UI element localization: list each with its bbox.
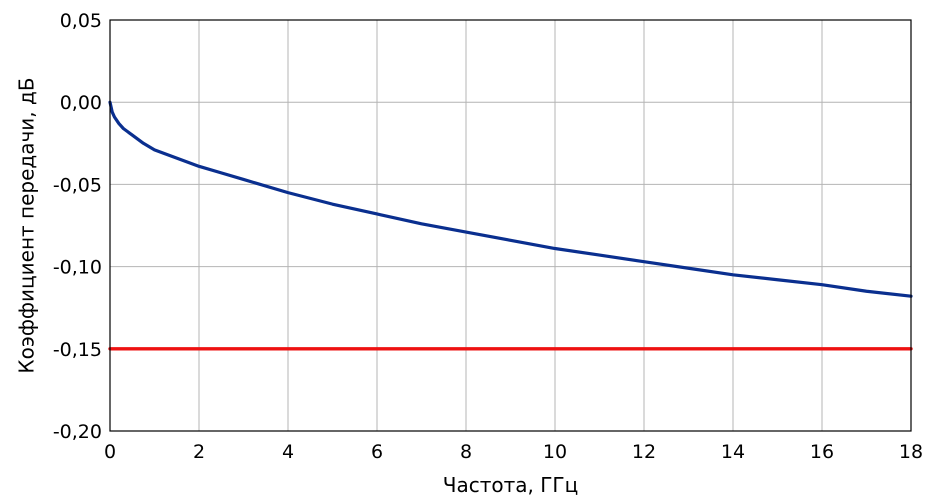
y-tick-label: 0,05 [60, 10, 102, 32]
y-tick-label: -0,05 [53, 174, 102, 196]
y-tick-label: -0,10 [53, 257, 102, 279]
plot-area-frame [109, 19, 912, 432]
series-layer [108, 100, 913, 351]
x-tick-label: 16 [810, 441, 834, 463]
y-tick-labels: 0,05 0,00 -0,05 -0,10 -0,15 -0,20 [53, 10, 102, 443]
x-tick-labels: 0 2 4 6 8 10 12 14 16 18 [104, 441, 923, 463]
x-axis-label: Частота, ГГц [443, 473, 578, 497]
y-tick-label: 0,00 [60, 92, 102, 114]
x-tick-label: 6 [371, 441, 383, 463]
x-tick-label: 4 [282, 441, 294, 463]
y-axis-label: Коэффициент передачи, дБ [15, 77, 39, 373]
x-tick-label: 14 [721, 441, 745, 463]
x-tick-label: 2 [193, 441, 205, 463]
x-tick-label: 10 [543, 441, 567, 463]
x-tick-label: 8 [460, 441, 472, 463]
series-line-transmission [108, 100, 913, 298]
x-tick-label: 12 [632, 441, 656, 463]
y-tick-label: -0,20 [53, 421, 102, 443]
y-tick-label: -0,15 [53, 339, 102, 361]
grid [109, 19, 912, 432]
x-tick-label: 18 [899, 441, 923, 463]
x-tick-label: 0 [104, 441, 116, 463]
